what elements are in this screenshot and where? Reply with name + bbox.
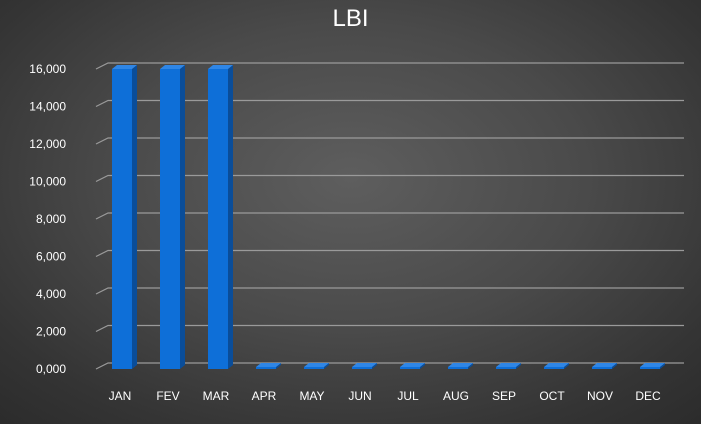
bar-front xyxy=(112,69,132,369)
x-tick-label: NOV xyxy=(587,389,613,403)
y-tick-label: 14,000 xyxy=(29,100,66,114)
bar-jun xyxy=(352,363,377,369)
bar-side xyxy=(324,363,329,369)
bar-front xyxy=(640,367,660,369)
x-tick-label: FEV xyxy=(156,389,179,403)
bar-top xyxy=(208,65,233,69)
bar-side xyxy=(420,363,425,369)
bar-side xyxy=(660,363,665,369)
bar-jan xyxy=(112,65,137,369)
chart-title: LBI xyxy=(332,5,369,32)
bar-front xyxy=(304,367,324,369)
gridline xyxy=(95,324,684,333)
y-tick-label: 2,000 xyxy=(36,325,66,339)
bar-front xyxy=(544,367,564,369)
bar-fev xyxy=(160,65,185,369)
gridline xyxy=(95,249,684,258)
y-axis-ticks: 0,000 2,000 4,000 6,000 8,000 10,000 12,000 14,… xyxy=(29,62,66,376)
bar-jul xyxy=(400,363,425,369)
bar-top xyxy=(400,363,425,367)
bar-front xyxy=(496,367,516,369)
gridline xyxy=(95,137,684,145)
bar-side xyxy=(276,363,281,369)
bars xyxy=(112,65,665,369)
bar-aug xyxy=(448,363,473,369)
bar-side xyxy=(612,363,617,369)
x-axis-ticks: JAN FEV MAR APR MAY JUN JUL AUG SEP OCT NOV DEC xyxy=(109,389,661,403)
bar-mar xyxy=(208,65,233,369)
bar-top xyxy=(304,363,329,367)
bar-side xyxy=(228,65,233,369)
y-tick-label: 4,000 xyxy=(36,287,66,301)
x-tick-label: JAN xyxy=(109,389,132,403)
gridline xyxy=(95,62,684,70)
bar-may xyxy=(304,363,329,369)
x-tick-label: MAR xyxy=(203,389,230,403)
x-tick-label: JUN xyxy=(348,389,371,403)
bar-front xyxy=(160,69,180,369)
bar-side xyxy=(132,65,137,369)
bar-top xyxy=(640,363,665,367)
x-tick-label: OCT xyxy=(539,389,565,403)
gridline xyxy=(95,362,684,370)
bar-front xyxy=(448,367,468,369)
bar-front xyxy=(208,69,228,369)
bar-side xyxy=(564,363,569,369)
bar-front xyxy=(352,367,372,369)
bar-front xyxy=(592,367,612,369)
y-tick-label: 0,000 xyxy=(36,362,66,376)
bar-front xyxy=(256,367,276,369)
gridline xyxy=(95,212,684,220)
x-tick-label: MAY xyxy=(299,389,324,403)
bar-top xyxy=(352,363,377,367)
bar-side xyxy=(468,363,473,369)
bar-top xyxy=(256,363,281,367)
bar-dec xyxy=(640,363,665,369)
bar-side xyxy=(516,363,521,369)
bar-top xyxy=(544,363,569,367)
bar-top xyxy=(448,363,473,367)
bar-sep xyxy=(496,363,521,369)
x-tick-label: SEP xyxy=(492,389,516,403)
bar-top xyxy=(496,363,521,367)
bar-top xyxy=(160,65,185,69)
bar-front xyxy=(400,367,420,369)
y-tick-label: 8,000 xyxy=(36,212,66,226)
y-tick-label: 6,000 xyxy=(36,250,66,264)
bar-apr xyxy=(256,363,281,369)
gridlines xyxy=(95,62,684,370)
gridline xyxy=(95,287,684,295)
y-tick-label: 10,000 xyxy=(29,175,66,189)
y-tick-label: 12,000 xyxy=(29,137,66,151)
gridline xyxy=(95,99,684,108)
bar-nov xyxy=(592,363,617,369)
gridline xyxy=(95,174,684,183)
bar-top xyxy=(112,65,137,69)
x-tick-label: APR xyxy=(252,389,277,403)
y-tick-label: 16,000 xyxy=(29,62,66,76)
x-tick-label: DEC xyxy=(635,389,661,403)
bar-top xyxy=(592,363,617,367)
x-tick-label: AUG xyxy=(443,389,469,403)
x-tick-label: JUL xyxy=(397,389,419,403)
bar-side xyxy=(372,363,377,369)
bar-oct xyxy=(544,363,569,369)
bar-side xyxy=(180,65,185,369)
